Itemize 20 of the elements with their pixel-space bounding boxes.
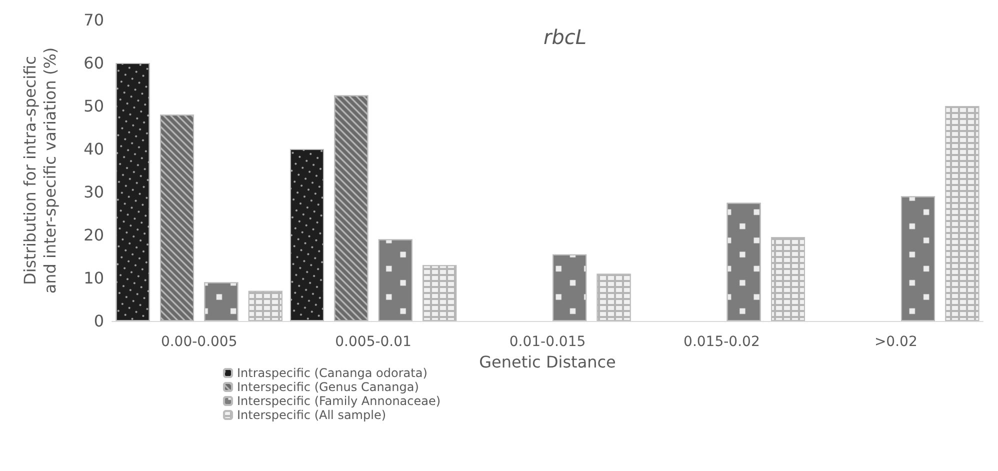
y-tick-label: 0 bbox=[94, 312, 104, 330]
y-tick-label: 60 bbox=[84, 54, 104, 72]
legend-label: Intraspecific (Cananga odorata) bbox=[237, 366, 428, 380]
legend-label: Interspecific (All sample) bbox=[237, 408, 386, 422]
y-tick-label: 30 bbox=[84, 182, 104, 202]
legend-label: Interspecific (Family Annonaceae) bbox=[237, 394, 441, 408]
y-axis-title: Distribution for intra-specific and inter-specific variation (%) bbox=[20, 47, 60, 294]
y-tick-label: 10 bbox=[84, 268, 104, 288]
y-tick-label: 20 bbox=[84, 226, 104, 244]
y-tick-label: 70 bbox=[84, 10, 104, 30]
x-tick-label: >0.02 bbox=[874, 334, 918, 350]
x-tick-label: 0.01-0.015 bbox=[509, 334, 586, 350]
x-tick-label: 0.005-0.01 bbox=[335, 334, 412, 350]
chart-title: rbcL bbox=[543, 25, 587, 49]
y-tick-label: 50 bbox=[84, 96, 104, 116]
x-tick-label: 0.015-0.02 bbox=[684, 334, 760, 350]
x-tick-label: 0.00-0.005 bbox=[160, 334, 238, 350]
y-tick-label: 40 bbox=[84, 140, 104, 158]
legend-label: Interspecific (Genus Cananga) bbox=[237, 380, 419, 394]
x-axis-title: Genetic Distance bbox=[479, 352, 616, 372]
